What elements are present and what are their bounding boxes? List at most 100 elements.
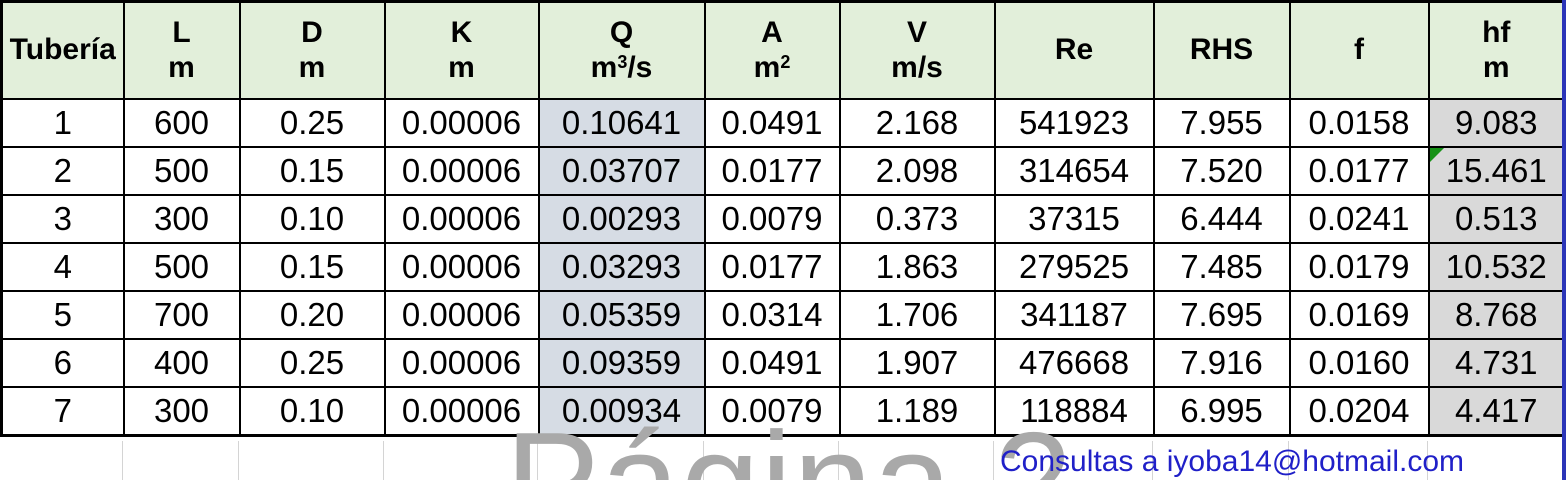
cell-d[interactable]: 0.10 <box>238 386 386 437</box>
cell-v[interactable]: 1.863 <box>838 242 996 292</box>
cell-rhs[interactable]: 7.485 <box>1152 242 1291 292</box>
cell-q[interactable]: 0.00293 <box>537 194 706 244</box>
cell-tuberia[interactable]: 5 <box>0 290 125 340</box>
cell-l[interactable]: 300 <box>122 386 241 437</box>
header-label: Q <box>609 16 634 49</box>
cell-d[interactable]: 0.10 <box>238 194 386 244</box>
cell-rhs[interactable]: 7.520 <box>1152 146 1291 196</box>
cell-re[interactable]: 314654 <box>993 146 1155 196</box>
cell-re[interactable]: 541923 <box>993 98 1155 148</box>
cell-k[interactable]: 0.00006 <box>383 98 540 148</box>
cell-f[interactable]: 0.0160 <box>1288 338 1430 388</box>
cell-l[interactable]: 400 <box>122 338 241 388</box>
cell-k[interactable]: 0.00006 <box>383 338 540 388</box>
cell-a[interactable]: 0.0079 <box>703 386 841 437</box>
cell-l[interactable]: 500 <box>122 242 241 292</box>
cell-q[interactable]: 0.09359 <box>537 338 706 388</box>
header-cell-f[interactable]: f <box>1288 0 1430 100</box>
cell-a[interactable]: 0.0177 <box>703 146 841 196</box>
cell-rhs[interactable]: 7.916 <box>1152 338 1291 388</box>
cell-l[interactable]: 600 <box>122 98 241 148</box>
header-cell-tuberia[interactable]: Tubería <box>0 0 125 100</box>
cell-d[interactable]: 0.25 <box>238 338 386 388</box>
cell-v[interactable]: 2.098 <box>838 146 996 196</box>
cell-re[interactable]: 476668 <box>993 338 1155 388</box>
cell-l[interactable]: 700 <box>122 290 241 340</box>
cell-hf[interactable]: 15.461 <box>1427 146 1566 196</box>
header-label: f <box>1354 33 1364 67</box>
header-cell-re[interactable]: Re <box>993 0 1155 100</box>
cell-v[interactable]: 2.168 <box>838 98 996 148</box>
header-unit: m <box>298 50 326 84</box>
cell-rhs[interactable]: 6.995 <box>1152 386 1291 437</box>
column-gridline <box>703 441 704 480</box>
table-row: 3 300 0.10 0.00006 0.00293 0.0079 0.373 37315 6.… <box>0 194 1566 244</box>
cell-k[interactable]: 0.00006 <box>383 386 540 437</box>
cell-tuberia[interactable]: 4 <box>0 242 125 292</box>
header-unit: m3/s <box>590 50 653 84</box>
cell-v[interactable]: 1.706 <box>838 290 996 340</box>
cell-tuberia[interactable]: 6 <box>0 338 125 388</box>
cell-d[interactable]: 0.15 <box>238 242 386 292</box>
cell-a[interactable]: 0.0177 <box>703 242 841 292</box>
cell-rhs[interactable]: 7.695 <box>1152 290 1291 340</box>
cell-f[interactable]: 0.0179 <box>1288 242 1430 292</box>
cell-re[interactable]: 279525 <box>993 242 1155 292</box>
cell-tuberia[interactable]: 7 <box>0 386 125 437</box>
cell-v[interactable]: 1.907 <box>838 338 996 388</box>
cell-v[interactable]: 0.373 <box>838 194 996 244</box>
contact-note-text[interactable]: Consultas a iyoba14@hotmail.com <box>1000 445 1465 478</box>
cell-d[interactable]: 0.25 <box>238 98 386 148</box>
cell-k[interactable]: 0.00006 <box>383 194 540 244</box>
cell-hf[interactable]: 0.513 <box>1427 194 1566 244</box>
cell-q[interactable]: 0.05359 <box>537 290 706 340</box>
cell-a[interactable]: 0.0079 <box>703 194 841 244</box>
cell-a[interactable]: 0.0314 <box>703 290 841 340</box>
cell-f[interactable]: 0.0204 <box>1288 386 1430 437</box>
cell-q[interactable]: 0.00934 <box>537 386 706 437</box>
cell-f[interactable]: 0.0177 <box>1288 146 1430 196</box>
cell-f[interactable]: 0.0158 <box>1288 98 1430 148</box>
cell-hf[interactable]: 4.731 <box>1427 338 1566 388</box>
cell-d[interactable]: 0.15 <box>238 146 386 196</box>
cell-tuberia[interactable]: 1 <box>0 98 125 148</box>
header-cell-rhs[interactable]: RHS <box>1152 0 1291 100</box>
cell-re[interactable]: 37315 <box>993 194 1155 244</box>
cell-rhs[interactable]: 6.444 <box>1152 194 1291 244</box>
cell-q[interactable]: 0.03293 <box>537 242 706 292</box>
cell-hf[interactable]: 8.768 <box>1427 290 1566 340</box>
header-cell-hf[interactable]: hf m <box>1427 0 1566 100</box>
cell-re[interactable]: 341187 <box>993 290 1155 340</box>
cell-re[interactable]: 118884 <box>993 386 1155 437</box>
column-gridline <box>1427 441 1428 480</box>
column-gridline <box>537 441 538 480</box>
cell-k[interactable]: 0.00006 <box>383 290 540 340</box>
cell-q[interactable]: 0.03707 <box>537 146 706 196</box>
cell-v[interactable]: 1.189 <box>838 386 996 437</box>
cell-l[interactable]: 300 <box>122 194 241 244</box>
column-gridline <box>838 441 839 480</box>
cell-rhs[interactable]: 7.955 <box>1152 98 1291 148</box>
cell-d[interactable]: 0.20 <box>238 290 386 340</box>
cell-tuberia[interactable]: 2 <box>0 146 125 196</box>
cell-hf[interactable]: 4.417 <box>1427 386 1566 437</box>
cell-k[interactable]: 0.00006 <box>383 146 540 196</box>
cell-hf[interactable]: 9.083 <box>1427 98 1566 148</box>
cell-q[interactable]: 0.10641 <box>537 98 706 148</box>
cell-l[interactable]: 500 <box>122 146 241 196</box>
cell-f[interactable]: 0.0241 <box>1288 194 1430 244</box>
header-unit: m2 <box>753 50 791 84</box>
cell-tuberia[interactable]: 3 <box>0 194 125 244</box>
cell-hf[interactable]: 10.532 <box>1427 242 1566 292</box>
page-break-line[interactable] <box>1562 0 1566 480</box>
cell-a[interactable]: 0.0491 <box>703 338 841 388</box>
cell-k[interactable]: 0.00006 <box>383 242 540 292</box>
cell-f[interactable]: 0.0169 <box>1288 290 1430 340</box>
cell-a[interactable]: 0.0491 <box>703 98 841 148</box>
